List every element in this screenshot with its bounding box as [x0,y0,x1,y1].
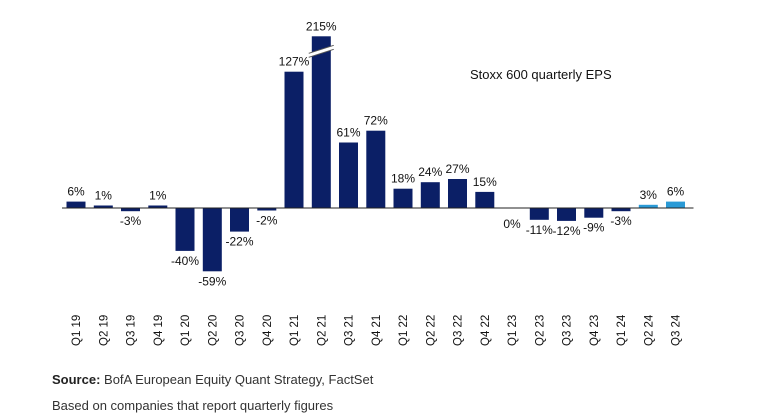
x-tick-label: Q1 19 [71,315,83,346]
x-tick-label: Q4 22 [480,315,492,346]
x-tick-label: Q3 22 [453,315,465,346]
axis-break-line-top [308,44,334,54]
x-tick-label: Q1 24 [616,314,628,346]
chart-area: Stoxx 600 quarterly EPS 6% Q1 19 1% Q2 19 -3%… [62,19,694,346]
x-tick-label: Q2 20 [207,315,219,346]
bar-q3-22 [448,179,467,208]
bar-q1-21 [284,71,304,208]
x-tick-label: Q3 20 [235,315,247,346]
axis-break-line-bottom [308,48,334,58]
source-label: Source: [52,372,101,387]
bar-q4-22 [475,191,495,208]
bar-q2-22 [420,182,440,208]
data-label: -9% [583,221,605,235]
data-label: 3% [640,188,658,202]
x-tick-label: Q2 22 [425,315,437,346]
bar-q1-24 [611,208,631,212]
x-tick-label: Q4 19 [153,315,165,346]
bar-q1-22 [393,188,413,208]
x-tick-label: Q4 20 [262,315,274,346]
bar-q4-21 [366,130,386,208]
data-label: 72% [364,114,388,128]
bar-q4-23 [584,208,604,218]
source-text: BofA European Equity Quant Strategy, Fac… [100,372,374,387]
data-label: 18% [391,172,415,186]
data-label: -22% [225,235,253,249]
data-label: 15% [473,175,497,189]
bar-q3-21 [339,142,358,208]
data-label: -59% [198,274,226,288]
methodology-note: Based on companies that report quarterly… [52,398,334,413]
x-tick-label: Q2 24 [643,314,655,346]
x-tick-label: Q3 19 [126,315,138,346]
bar-q1-19 [66,201,86,208]
bar-q2-23 [529,208,549,220]
bar-q2-19 [93,205,113,208]
data-label: -11% [526,223,553,237]
x-tick-label: Q3 23 [562,315,574,346]
data-label: -2% [256,214,278,228]
bar-q3-19 [121,208,140,212]
source-note: Source: BofA European Equity Quant Strat… [52,372,373,387]
bar-q2-21 [311,36,331,208]
bar-chart: Stoxx 600 quarterly EPS 6% Q1 19 1% Q2 19 -3%… [62,19,694,346]
data-label: 1% [95,189,113,203]
bar-q3-24 [666,201,685,208]
x-tick-label: Q3 21 [344,315,356,346]
data-label: 61% [336,126,360,140]
x-tick-label: Q2 21 [316,315,328,346]
data-label: 215% [306,19,337,33]
x-tick-label: Q3 24 [671,314,683,346]
bar-q3-20 [230,208,249,232]
bar-q3-23 [557,208,576,221]
axis-break-gap [308,45,334,58]
data-label: -3% [610,214,632,228]
data-label: -12% [552,224,580,238]
x-tick-label: Q4 23 [589,315,601,346]
data-label: 6% [667,185,685,199]
data-label: -40% [171,254,199,268]
chart-title: Stoxx 600 quarterly EPS [470,67,612,82]
x-tick-label: Q4 21 [371,315,383,346]
bar-q1-20 [175,208,195,251]
data-label: 0% [503,217,521,231]
x-tick-label: Q1 21 [289,315,301,346]
x-tick-label: Q1 23 [507,315,519,346]
data-label: -3% [120,214,142,228]
x-tick-label: Q1 20 [180,315,192,346]
bar-q4-19 [148,205,168,208]
bar-q4-20 [257,208,277,211]
bar-q2-20 [202,208,222,272]
data-label: 6% [67,185,85,199]
data-label: 27% [445,162,469,176]
x-tick-label: Q2 19 [98,315,110,346]
data-label: 24% [418,165,442,179]
data-label: 127% [279,55,310,69]
data-label: 1% [149,189,167,203]
x-tick-label: Q1 22 [398,315,410,346]
x-tick-label: Q2 23 [534,315,546,346]
bar-q2-24 [638,204,658,208]
